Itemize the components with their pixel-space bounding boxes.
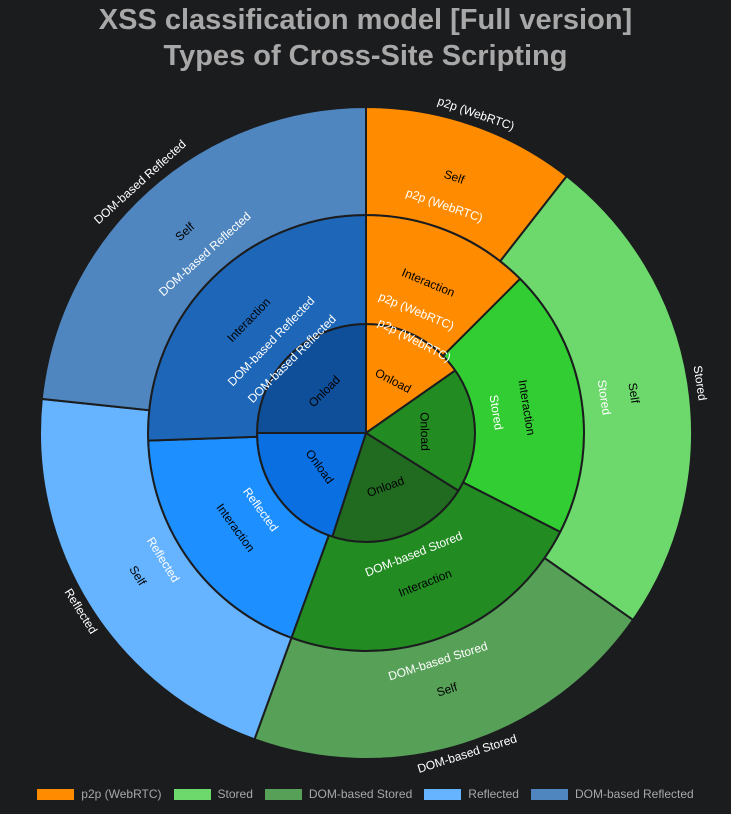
legend-swatch-reflected	[424, 788, 462, 800]
legend-swatch-dom-stored	[264, 788, 302, 800]
wedge-outer-dom-based-reflected[interactable]	[40, 105, 367, 412]
legend-item-dom-reflected[interactable]: DOM-based Reflected	[530, 787, 694, 801]
chart-legend: p2p (WebRTC) Stored DOM-based Stored Ref…	[0, 787, 731, 801]
label-outer-stored: Self	[625, 382, 642, 405]
wedge-outer-reflected[interactable]	[39, 397, 293, 741]
label-outer-dom-based-stored: Self	[435, 680, 460, 700]
legend-label-dom-stored: DOM-based Stored	[308, 787, 413, 801]
wedge-outer-stored[interactable]	[498, 174, 693, 622]
wedge-outer-dom-based-stored[interactable]	[253, 556, 635, 760]
legend-label-reflected: Reflected	[468, 787, 519, 801]
legend-swatch-p2p	[37, 788, 75, 800]
outer-label-stored: Stored	[691, 365, 710, 402]
legend-item-p2p[interactable]: p2p (WebRTC)	[37, 787, 162, 801]
legend-swatch-stored	[173, 788, 211, 800]
label-outer-p2p-webrtc: Self	[442, 167, 467, 187]
type-label-outer-stored: Stored	[595, 379, 614, 416]
chart-title-line2: Types of Cross-Site Scripting	[163, 40, 568, 72]
legend-label-stored: Stored	[217, 787, 253, 801]
legend-label-dom-reflected: DOM-based Reflected	[574, 787, 694, 801]
label-inner-stored: Onload	[417, 412, 432, 451]
legend-item-dom-stored[interactable]: DOM-based Stored	[264, 787, 413, 801]
legend-label-p2p: p2p (WebRTC)	[81, 787, 162, 801]
type-label-middle-stored: Stored	[487, 394, 506, 431]
legend-item-stored[interactable]: Stored	[173, 787, 253, 801]
legend-swatch-dom-reflected	[530, 788, 568, 800]
legend-item-reflected[interactable]: Reflected	[424, 787, 519, 801]
chart-title: XSS classification model [Full version] …	[0, 2, 731, 74]
chart-title-line1: XSS classification model [Full version]	[98, 4, 633, 36]
